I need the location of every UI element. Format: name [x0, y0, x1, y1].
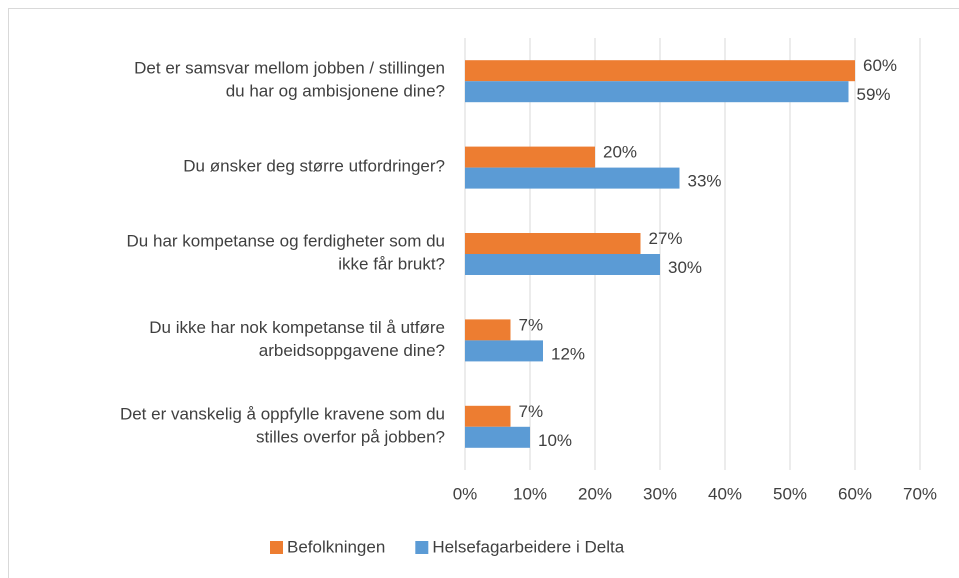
legend-swatch	[415, 541, 429, 554]
category-label: Du har kompetanse og ferdigheter som du i…	[127, 232, 445, 274]
x-tick-label: 0%	[453, 484, 478, 503]
legend-label: Befolkningen	[287, 537, 385, 556]
category-label: Det er vanskelig å oppfylle kravene som …	[120, 405, 445, 447]
x-tick-label: 10%	[513, 484, 547, 503]
bar	[465, 405, 511, 427]
data-label: 10%	[538, 431, 572, 450]
data-label: 30%	[668, 258, 702, 277]
bar	[465, 81, 849, 103]
data-label: 7%	[519, 402, 544, 421]
legend-label: Helsefagarbeidere i Delta	[432, 537, 624, 556]
x-tick-label: 60%	[838, 484, 872, 503]
x-tick-label: 40%	[708, 484, 742, 503]
data-label: 20%	[603, 143, 637, 162]
data-label: 12%	[551, 344, 585, 363]
bar	[465, 146, 595, 168]
bar	[465, 233, 641, 254]
x-tick-label: 30%	[643, 484, 677, 503]
data-label: 27%	[649, 229, 683, 248]
bar	[465, 319, 511, 341]
category-label: Det er samsvar mellom jobben / stillinge…	[134, 59, 445, 101]
data-label: 7%	[519, 315, 544, 334]
x-tick-label: 70%	[903, 484, 937, 503]
chart-frame	[8, 8, 959, 578]
bar	[465, 254, 660, 275]
bar	[465, 426, 530, 448]
x-tick-label: 50%	[773, 484, 807, 503]
category-label: Du ikke har nok kompetanse til å utføre a…	[149, 318, 445, 360]
bar	[465, 340, 543, 362]
bar	[465, 167, 680, 189]
data-label: 60%	[863, 56, 897, 75]
category-label: Du ønsker deg større utfordringer?	[183, 157, 445, 176]
data-label: 59%	[857, 85, 891, 104]
data-label: 33%	[688, 172, 722, 191]
legend-swatch	[270, 541, 283, 554]
x-tick-label: 20%	[578, 484, 612, 503]
bar	[465, 60, 855, 82]
